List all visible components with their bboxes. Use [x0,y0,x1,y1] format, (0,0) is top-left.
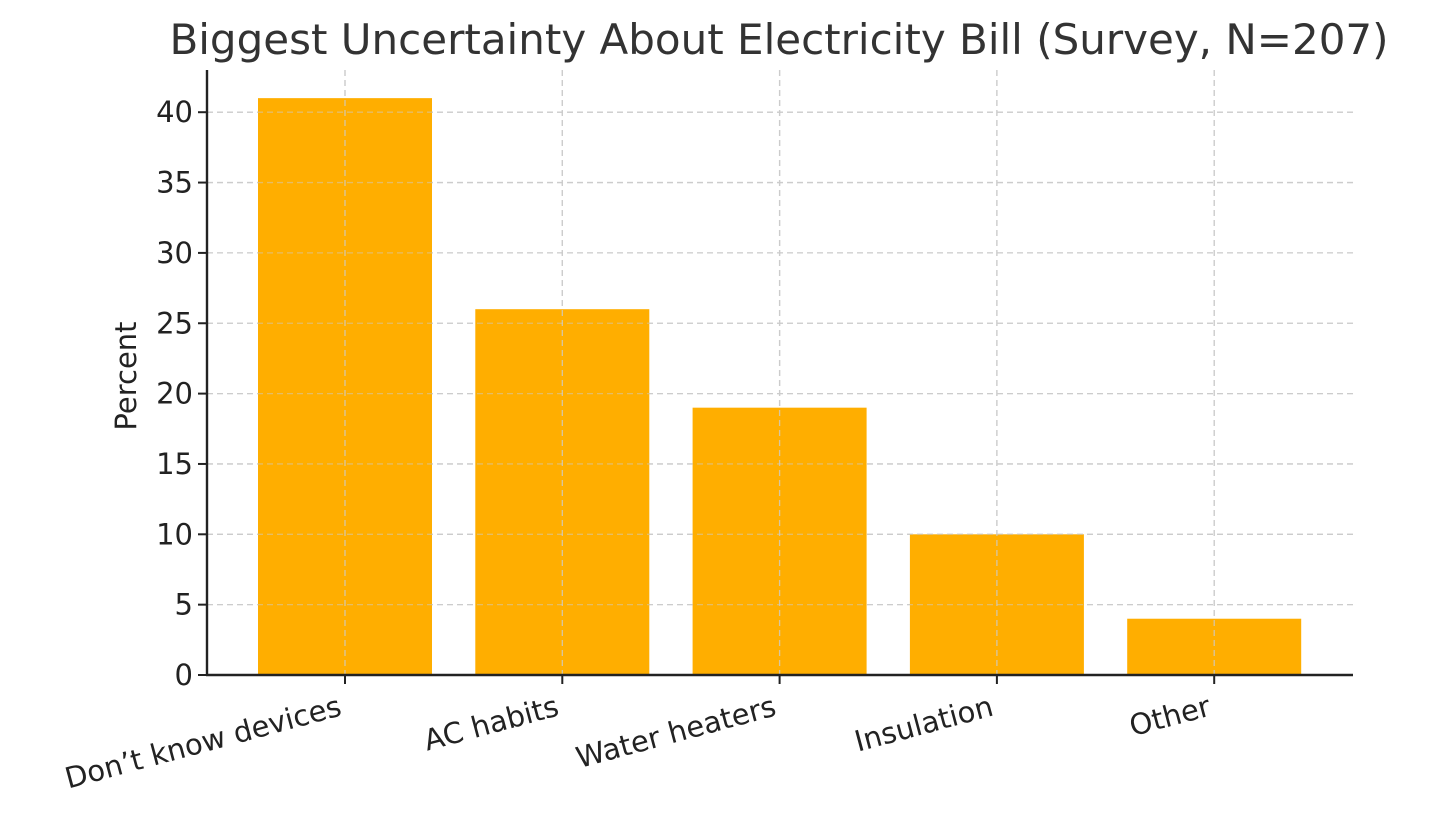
y-tick-label: 10 [156,517,193,551]
x-tick-label: AC habits [420,689,562,758]
bars [207,70,1353,676]
y-tick-label: 40 [156,95,193,129]
y-tick-label: 5 [175,588,193,622]
y-tick-label: 35 [156,166,193,200]
x-tick-label: Water heaters [572,689,779,775]
bar [1127,618,1302,675]
chart-title: Biggest Uncertainty About Electricity Bi… [169,15,1388,64]
x-ticks: Don’t know devices AC habits Water heaters… [61,675,1216,795]
y-tick-label: 20 [156,377,193,411]
y-ticks: 0 5 10 15 20 25 30 35 40 [156,95,207,692]
x-tick-label: Insulation [851,689,997,759]
y-tick-label: 30 [156,236,193,270]
y-axis-label: Percent [109,321,143,430]
y-tick-label: 15 [156,447,193,481]
x-tick-label: Other [1126,689,1214,743]
y-tick-label: 25 [156,306,193,340]
y-tick-label: 0 [175,658,193,692]
x-tick-label: Don’t know devices [61,689,345,795]
